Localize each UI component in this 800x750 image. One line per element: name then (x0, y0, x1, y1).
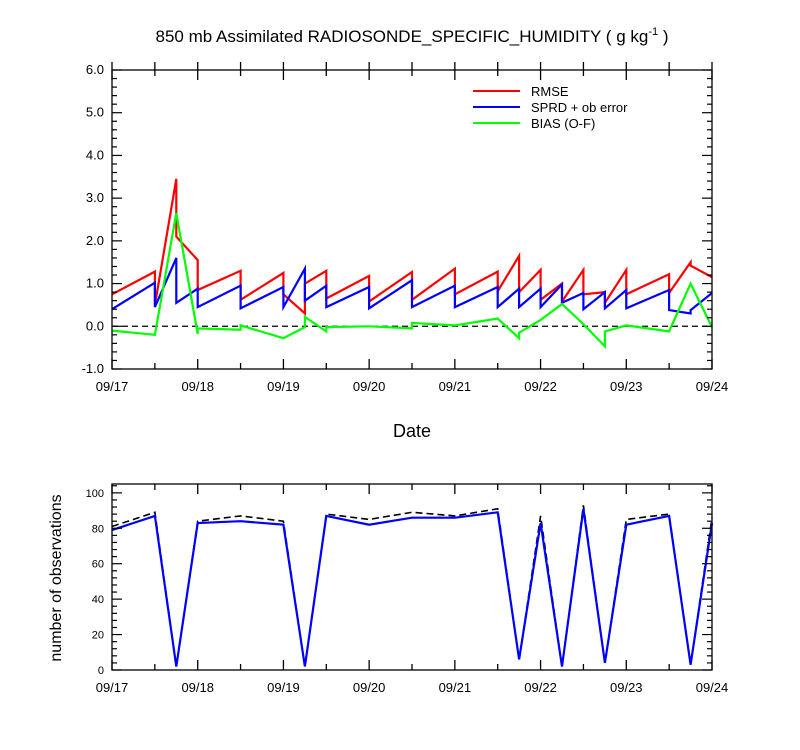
x-tick-label: 09/22 (524, 379, 557, 394)
y-axis-label: number of observations (48, 494, 65, 661)
y-tick-label: -1.0 (82, 361, 104, 376)
y-tick-label: 2.0 (86, 233, 104, 248)
upper-chart: 850 mb Assimilated RADIOSONDE_SPECIFIC_H… (82, 26, 729, 441)
y-tick-label: 40 (92, 594, 104, 606)
y-tick-label: 1.0 (86, 276, 104, 291)
lower-ticks: 09/17 09/18 09/19 09/20 09/21 09/22 09/23 09/24… (86, 484, 729, 695)
series-line-rmse (111, 178, 713, 316)
plot-frame (111, 483, 713, 671)
x-tick-label: 09/24 (696, 379, 729, 394)
series-line-total-observations (111, 505, 713, 667)
y-tick-label: 6.0 (86, 62, 104, 77)
upper-ticks: 09/17 09/18 09/19 09/20 09/21 09/22 09/23 09/24… (82, 62, 729, 394)
x-tick-label: 09/18 (181, 379, 214, 394)
x-tick-label: 09/20 (353, 379, 386, 394)
series-line-bias-o-f- (111, 212, 713, 350)
x-tick-label: 09/17 (96, 680, 129, 695)
chart-title: 850 mb Assimilated RADIOSONDE_SPECIFIC_H… (156, 26, 669, 46)
y-tick-label: 60 (92, 559, 104, 571)
x-tick-label: 09/22 (524, 680, 557, 695)
x-tick-label: 09/24 (696, 680, 729, 695)
series-line-sprd-ob-error (111, 257, 713, 315)
y-tick-label: 4.0 (86, 147, 104, 162)
legend-label: BIAS (O-F) (531, 116, 595, 131)
x-tick-label: 09/23 (610, 680, 643, 695)
x-tick-label: 09/21 (439, 379, 472, 394)
chart-title-suffix: ) (658, 27, 668, 46)
y-tick-label: 5.0 (86, 105, 104, 120)
lower-axes (111, 483, 713, 671)
upper-series-group (111, 178, 713, 350)
y-tick-label: 3.0 (86, 190, 104, 205)
y-tick-label: 0 (98, 665, 104, 677)
x-tick-label: 09/21 (439, 680, 472, 695)
series-line-assimilated-observations (111, 508, 714, 667)
y-tick-label: 20 (92, 630, 104, 642)
x-axis-label: Date (393, 421, 431, 441)
y-tick-label: 0.0 (86, 318, 104, 333)
y-tick-label: 80 (92, 523, 104, 535)
y-tick-label: 100 (86, 488, 104, 500)
legend-label: RMSE (531, 84, 569, 99)
x-tick-label: 09/20 (353, 680, 386, 695)
x-tick-label: 09/18 (181, 680, 214, 695)
lower-series-group (111, 505, 714, 667)
x-tick-label: 09/17 (96, 379, 129, 394)
lower-chart: 09/17 09/18 09/19 09/20 09/21 09/22 09/23 09/24… (48, 483, 729, 695)
chart-title-main: 850 mb Assimilated RADIOSONDE_SPECIFIC_H… (156, 27, 649, 46)
x-tick-label: 09/19 (267, 379, 300, 394)
legend-label: SPRD + ob error (531, 100, 628, 115)
x-tick-label: 09/23 (610, 379, 643, 394)
x-tick-label: 09/19 (267, 680, 300, 695)
chart-title-exponent: -1 (648, 26, 658, 38)
